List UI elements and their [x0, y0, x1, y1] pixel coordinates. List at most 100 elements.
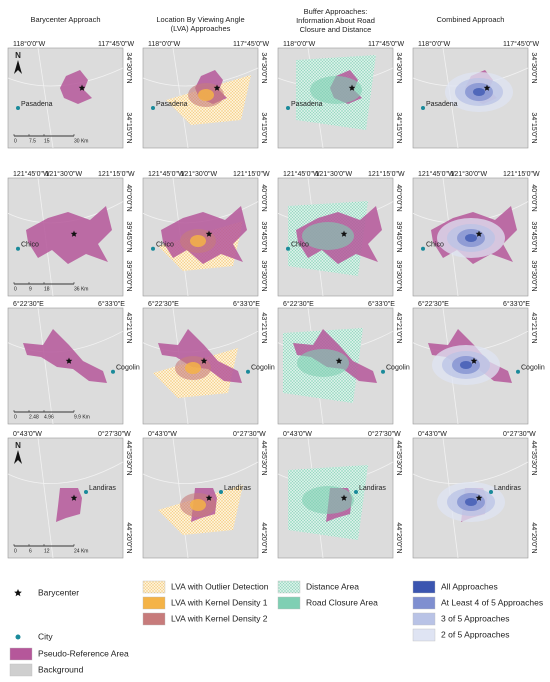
latitude-label: 39°45'0"N	[125, 221, 133, 252]
barycenter	[213, 84, 221, 91]
city	[381, 369, 385, 374]
map-panel: Pasadena 118°0'0"W 117°45'0"W 34°30'0"N 34°1…	[7, 40, 134, 149]
latitude-label: 44°35'30"N	[125, 440, 133, 475]
reference-area	[56, 488, 82, 522]
barycenter	[475, 494, 483, 501]
lva-kernel-density-1	[190, 235, 206, 247]
lva-kernel-density-1	[198, 89, 214, 101]
barycenter	[335, 357, 343, 364]
latitude-label: 44°20'0"N	[125, 522, 133, 553]
road	[142, 437, 259, 559]
legend-label: Road Closure Area	[306, 597, 378, 607]
city	[286, 246, 290, 251]
scale-label: 9	[29, 286, 32, 292]
latitude-label: 39°30'0"N	[260, 260, 268, 291]
latitude-label: 34°15'0"N	[395, 112, 403, 143]
map-panel: Pasadena 118°0'0"W 117°45'0"W 34°30'0"N 34°1…	[277, 40, 404, 149]
city	[354, 490, 358, 494]
road-closure-area	[310, 76, 362, 104]
legend-label: Distance Area	[306, 581, 359, 591]
city	[489, 490, 493, 494]
city	[16, 106, 20, 110]
lva-kernel-density-1	[190, 499, 206, 511]
legend-label: 2 of 5 Approaches	[441, 629, 510, 639]
reference-area	[26, 206, 112, 264]
legend-swatch	[142, 580, 166, 594]
legend-swatch	[9, 663, 33, 677]
legend-label: 3 of 5 Approaches	[441, 613, 510, 623]
latitude-label: 40°0'0"N	[395, 184, 403, 211]
city	[219, 490, 223, 494]
longitude-label: 117°45'0"W	[503, 40, 539, 48]
longitude-label: 0°27'30"W	[503, 430, 536, 438]
city-label: Pasadena	[156, 101, 188, 108]
longitude-label: 6°33'0"E	[368, 300, 395, 308]
barycenter	[65, 357, 73, 364]
latitude-label: 43°21'0"N	[260, 312, 268, 343]
longitude-label: 117°45'0"W	[233, 40, 269, 48]
map-panel: Cogolin 6°22'30"E 6°33'0"E43°21'0"N 0 2.48 4.…	[7, 300, 140, 425]
barycenter	[70, 494, 78, 501]
combined-zone	[465, 234, 477, 242]
longitude-label: 121°30'0"W	[451, 170, 488, 178]
longitude-label: 0°43'0"W	[148, 430, 177, 438]
latitude-label: 43°21'0"N	[395, 312, 403, 343]
latitude-label: 44°35'30"N	[395, 440, 403, 475]
latitude-label: 44°20'0"N	[260, 522, 268, 553]
combined-zone	[460, 361, 472, 369]
city-label: Chico	[426, 242, 444, 249]
barycenter	[70, 230, 78, 237]
map-panel: Landiras 0°43'0"W 0°27'30"W 44°35'30"N 44°20…	[142, 430, 268, 559]
longitude-label: 118°0'0"W	[13, 40, 46, 48]
longitude-label: 121°45'0"W	[148, 170, 185, 178]
longitude-label: 121°15'0"W	[98, 170, 135, 178]
legend-swatch	[412, 612, 436, 626]
legend-label: All Approaches	[441, 581, 498, 591]
legend-label: Pseudo-Reference Area	[38, 648, 129, 658]
city-label: Pasadena	[21, 101, 53, 108]
barycenter	[348, 84, 356, 91]
scale-label: 2.48	[29, 414, 39, 420]
legend-swatch	[412, 580, 436, 594]
longitude-label: 117°45'0"W	[98, 40, 134, 48]
legend-label: Barycenter	[38, 587, 79, 597]
legend-label: LVA with Kernel Density 1	[171, 597, 268, 607]
map-panel: Cogolin 6°22'30"E 6°33'0"E43°21'0"N	[142, 300, 275, 425]
north-label: N	[15, 441, 21, 450]
longitude-label: 121°15'0"W	[233, 170, 270, 178]
latitude-label: 39°45'0"N	[530, 221, 538, 252]
column-title: Combined Approach	[437, 15, 505, 24]
combined-zone	[473, 88, 485, 96]
longitude-label: 6°22'30"E	[13, 300, 44, 308]
legend-symbol	[15, 634, 21, 640]
longitude-label: 121°45'0"W	[283, 170, 320, 178]
longitude-label: 0°43'0"W	[283, 430, 312, 438]
longitude-label: 6°33'0"E	[98, 300, 125, 308]
scale-label: 6	[29, 548, 32, 554]
legend-swatch	[412, 628, 436, 642]
north-arrow	[14, 60, 22, 74]
reference-area	[60, 70, 92, 104]
city	[16, 246, 20, 251]
map-panel: Pasadena 118°0'0"W 117°45'0"W 34°30'0"N 34°1…	[142, 40, 269, 149]
longitude-label: 117°45'0"W	[368, 40, 404, 48]
legend-label: At Least 4 of 5 Approaches	[441, 597, 543, 607]
city-label: Cogolin	[116, 365, 140, 372]
legend-label: City	[38, 631, 53, 641]
longitude-label: 6°22'30"E	[148, 300, 179, 308]
longitude-label: 6°22'30"E	[283, 300, 314, 308]
barycenter	[470, 357, 478, 364]
barycenter	[340, 494, 348, 501]
longitude-label: 121°30'0"W	[46, 170, 83, 178]
city-label: Landiras	[359, 485, 386, 492]
latitude-label: 34°15'0"N	[530, 112, 538, 143]
longitude-label: 121°30'0"W	[181, 170, 218, 178]
latitude-label: 34°15'0"N	[125, 112, 133, 143]
latitude-label: 40°0'0"N	[125, 184, 133, 211]
road-closure-area	[302, 486, 354, 514]
latitude-label: 43°21'0"N	[530, 312, 538, 343]
longitude-label: 0°43'0"W	[13, 430, 42, 438]
scale-label: 24 Km	[74, 548, 88, 554]
longitude-label: 118°0'0"W	[283, 40, 316, 48]
